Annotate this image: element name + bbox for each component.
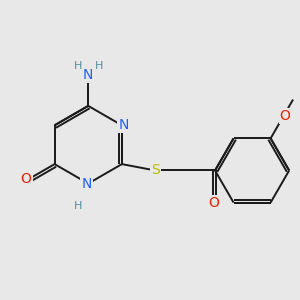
- Text: S: S: [151, 164, 160, 178]
- Text: N: N: [83, 68, 93, 82]
- Text: H: H: [94, 61, 103, 71]
- Text: H: H: [74, 61, 82, 71]
- Text: N: N: [81, 177, 92, 191]
- Text: N: N: [118, 118, 129, 132]
- Text: O: O: [208, 196, 219, 210]
- Text: O: O: [21, 172, 32, 186]
- Text: H: H: [74, 202, 82, 212]
- Text: O: O: [280, 109, 290, 123]
